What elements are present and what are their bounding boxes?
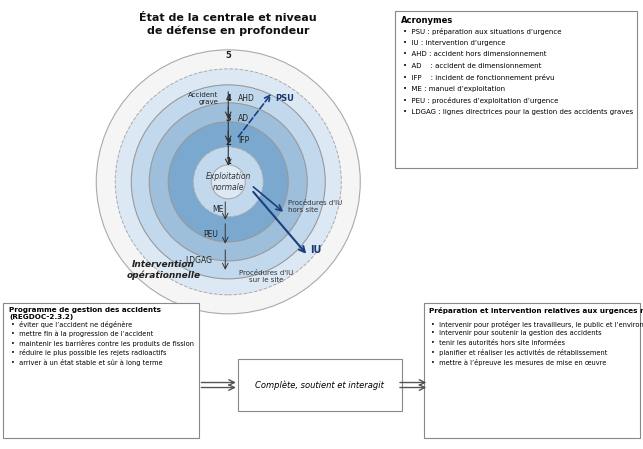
Bar [3,303,199,438]
Circle shape [115,69,341,295]
Text: 1: 1 [225,157,231,166]
Text: AD: AD [239,114,249,123]
Circle shape [149,103,307,261]
Text: •  réduire le plus possible les rejets radioactifs: • réduire le plus possible les rejets ra… [11,349,167,356]
Text: •  AD    : accident de dimensionnement: • AD : accident de dimensionnement [403,63,542,69]
Text: •  arriver à un état stable et sûr à long terme: • arriver à un état stable et sûr à long… [11,359,163,365]
Circle shape [96,50,360,314]
Text: 5: 5 [225,51,231,60]
Text: •  LDGAG : lignes directrices pour la gestion des accidents graves: • LDGAG : lignes directrices pour la ges… [403,109,634,115]
Bar [395,11,637,168]
Text: LDGAG: LDGAG [185,256,212,265]
Text: PSU: PSU [275,94,294,103]
Text: IU: IU [311,245,322,255]
Text: Procédures d'IU
sur le site: Procédures d'IU sur le site [239,270,293,283]
Text: AHD: AHD [239,94,255,103]
Text: •  PEU : procédures d’exploitation d’urgence: • PEU : procédures d’exploitation d’urge… [403,97,559,104]
Text: ME: ME [212,205,223,214]
Text: •  maintenir les barrières contre les produits de fission: • maintenir les barrières contre les pro… [11,339,194,347]
Text: •  AHD : accident hors dimensionnement: • AHD : accident hors dimensionnement [403,51,547,57]
Circle shape [168,122,288,242]
Text: •  tenir les autorités hors site informées: • tenir les autorités hors site informée… [431,339,565,346]
Text: •  intervenir pour protéger les travailleurs, le public et l’environnement: • intervenir pour protéger les travaille… [431,321,643,328]
Text: 3: 3 [226,114,231,123]
Text: Accident
grave: Accident grave [188,92,218,106]
Text: Complète, soutient et interagit: Complète, soutient et interagit [255,380,385,390]
Text: •  mettre à l’épreuve les mesures de mise en œuvre: • mettre à l’épreuve les mesures de mise… [431,359,607,365]
Text: 2: 2 [225,138,231,147]
Text: •  mettre fin à la progression de l’accident: • mettre fin à la progression de l’accid… [11,330,154,337]
Text: •  éviter que l’accident ne dégénère: • éviter que l’accident ne dégénère [11,321,132,328]
Bar [424,303,640,438]
Text: •  planifier et réaliser les activités de rétablissement: • planifier et réaliser les activités de… [431,349,608,356]
Text: •  PSU : préparation aux situations d’urgence: • PSU : préparation aux situations d’urg… [403,28,562,35]
Text: •  intervenir pour soutenir la gestion des accidents: • intervenir pour soutenir la gestion de… [431,330,602,336]
Text: État de la centrale et niveau
de défense en profondeur: État de la centrale et niveau de défense… [140,13,317,35]
Text: Exploitation
normale: Exploitation normale [206,172,251,192]
Text: PEU: PEU [203,230,218,239]
Text: Intervention
opérationnelle: Intervention opérationnelle [126,260,201,280]
Circle shape [194,147,263,217]
Text: Acronymes: Acronymes [401,16,454,25]
Circle shape [212,165,245,199]
Text: •  ME : manuel d’exploitation: • ME : manuel d’exploitation [403,86,505,92]
Text: IFP: IFP [239,136,249,145]
Text: Programme de gestion des accidents
(REGDOC-2.3.2): Programme de gestion des accidents (REGD… [9,307,161,320]
Bar [238,359,402,411]
Text: Procédures d'IU
hors site: Procédures d'IU hors site [288,200,343,213]
Text: 4: 4 [225,94,231,103]
Text: •  IU : intervention d’urgence: • IU : intervention d’urgence [403,40,506,46]
Text: Préparation et intervention relatives aux urgences nucléaires (REGDOC-2.10.1): Préparation et intervention relatives au… [430,307,643,314]
Text: •  IFP    : incident de fonctionnement prévu: • IFP : incident de fonctionnement prévu [403,74,555,81]
Circle shape [131,85,325,279]
